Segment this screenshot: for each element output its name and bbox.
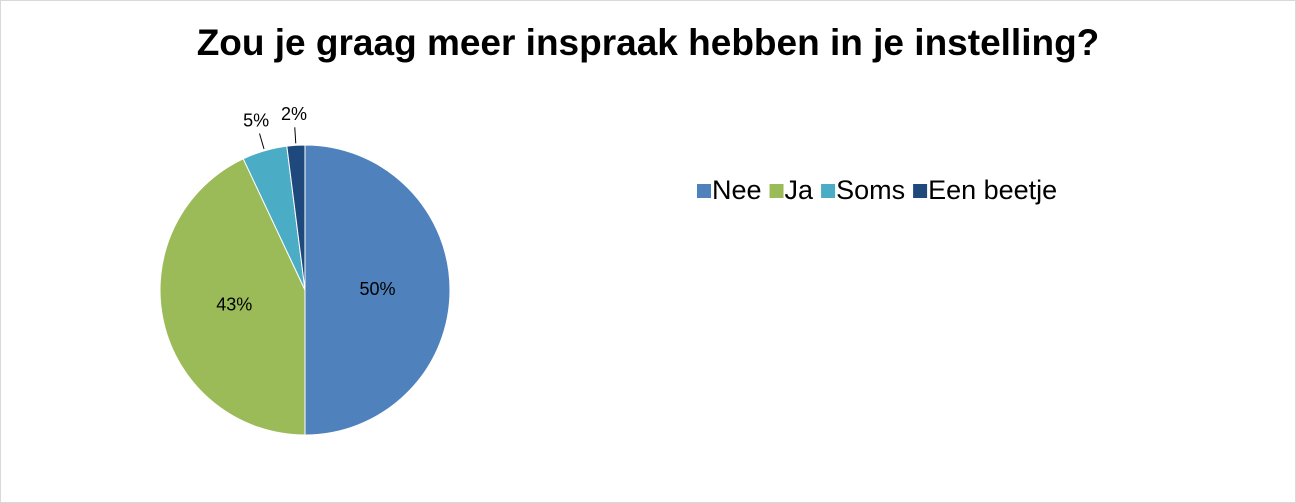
- data-label: 43%: [216, 295, 252, 315]
- legend-label: Nee: [712, 175, 762, 205]
- legend-swatch: [913, 184, 928, 198]
- data-label: 5%: [243, 111, 269, 131]
- pie-slice: [159, 158, 306, 436]
- legend-label: Ja: [785, 175, 815, 205]
- legend-label: Soms: [836, 175, 905, 205]
- legend-swatch: [769, 184, 784, 198]
- leader-line: [294, 127, 297, 144]
- data-label: 50%: [359, 279, 395, 299]
- pie-slice: [304, 144, 451, 436]
- leader-line: [259, 133, 265, 149]
- legend-swatch: [697, 184, 711, 198]
- chart-title: Zou je graag meer inspraak hebben in je …: [197, 22, 1100, 63]
- legend-label: Een beetje: [928, 175, 1057, 205]
- legend-swatch: [821, 184, 836, 198]
- data-label: 2%: [281, 104, 307, 124]
- pie-slice: [286, 144, 306, 291]
